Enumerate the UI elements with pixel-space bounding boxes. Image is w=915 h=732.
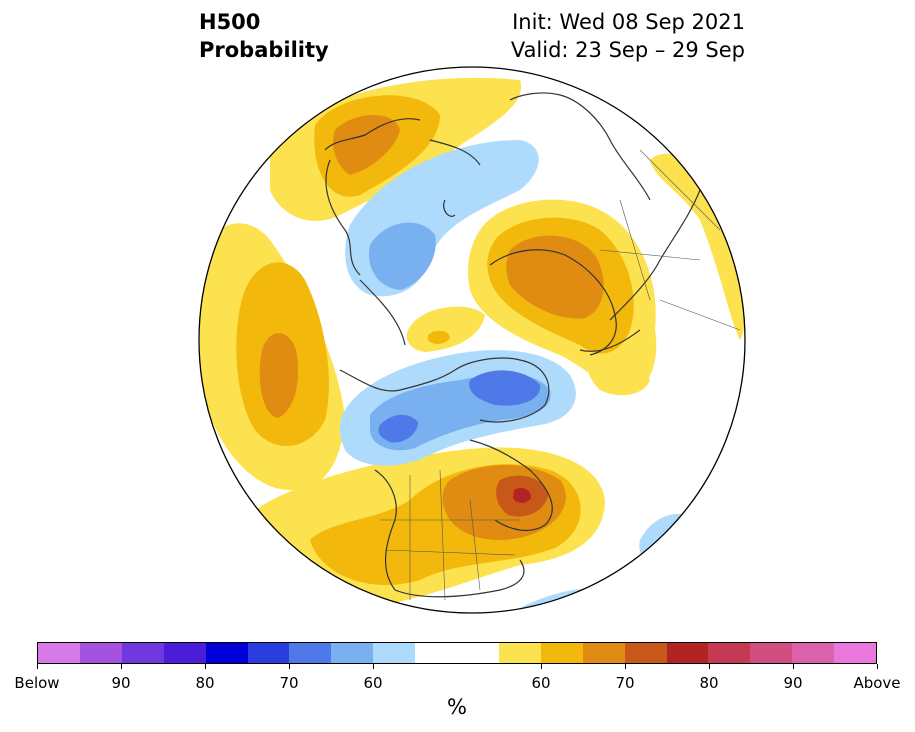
valid-range: Valid: 23 Sep – 29 Sep: [510, 38, 745, 62]
colorbar-tick-label: 80: [195, 674, 215, 692]
colorbar-swatch-above-3: [624, 643, 667, 663]
product-label: Probability: [199, 38, 329, 62]
colorbar-tick-label: 90: [111, 674, 131, 692]
colorbar-swatch-above-8: [834, 643, 877, 663]
colorbar-tick: [120, 664, 122, 669]
colorbar-swatch-below-4: [205, 643, 248, 663]
colorbar-unit: %: [447, 695, 467, 719]
colorbar: [37, 642, 877, 664]
colorbar-tick: [624, 664, 626, 669]
init-date: Init: Wed 08 Sep 2021: [512, 10, 745, 34]
colorbar-tick: [876, 664, 878, 669]
colorbar-swatch-below-3: [163, 643, 206, 663]
colorbar-swatch-above-7: [792, 643, 835, 663]
variable-label: H500: [199, 10, 261, 34]
colorbar-tick-label: 70: [279, 674, 299, 692]
map-boundary: [198, 66, 746, 614]
colorbar-tick-label: 60: [363, 674, 383, 692]
colorbar-swatch-below-7: [331, 643, 374, 663]
colorbar-tick: [36, 664, 38, 669]
colorbar-tick: [792, 664, 794, 669]
coastlines: [324, 92, 701, 598]
colorbar-tick: [540, 664, 542, 669]
colorbar-tick: [708, 664, 710, 669]
colorbar-swatch-below-2: [121, 643, 164, 663]
colorbar-swatch-above-4: [666, 643, 709, 663]
colorbar-tick-label: 70: [615, 674, 635, 692]
polar-map: [198, 66, 746, 614]
colorbar-tick-label: Below: [14, 674, 60, 692]
colorbar-swatch-below-8: [373, 643, 416, 663]
colorbar-swatch-above-0: [498, 643, 541, 663]
map-title: H500 Probability: [199, 8, 329, 64]
map-dates: Init: Wed 08 Sep 2021 Valid: 23 Sep – 29…: [511, 8, 745, 64]
colorbar-swatch-below-6: [289, 643, 332, 663]
colorbar-swatch-above-5: [708, 643, 751, 663]
colorbar-swatch-below-1: [79, 643, 122, 663]
colorbar-tick: [372, 664, 374, 669]
colorbar-tick-label: Above: [853, 674, 901, 692]
colorbar-tick: [288, 664, 290, 669]
colorbar-swatch-below-5: [247, 643, 290, 663]
borders: [380, 149, 741, 601]
colorbar-tick-label: 80: [699, 674, 719, 692]
colorbar-swatch-above-1: [540, 643, 583, 663]
colorbar-swatch-neutral: [415, 643, 499, 663]
colorbar-swatch-above-6: [750, 643, 793, 663]
colorbar-tick-label: 90: [783, 674, 803, 692]
colorbar-tick-label: 60: [531, 674, 551, 692]
colorbar-tick: [204, 664, 206, 669]
probability-field: [199, 67, 745, 613]
colorbar-swatch-above-2: [582, 643, 625, 663]
colorbar-swatch-below-0: [38, 643, 80, 663]
